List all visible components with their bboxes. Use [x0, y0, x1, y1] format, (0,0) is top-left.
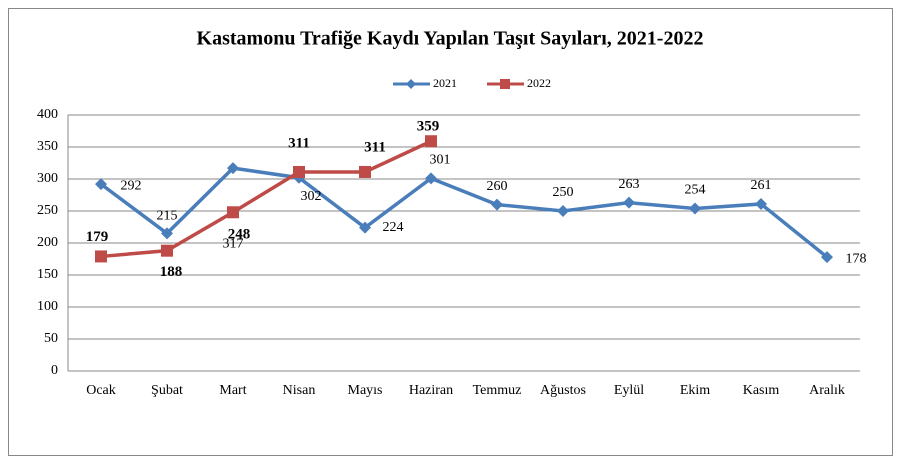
point — [821, 251, 833, 264]
legend-label: 2021 — [433, 76, 457, 90]
data-label: 250 — [553, 185, 574, 200]
y-tick-label: 200 — [37, 235, 58, 250]
x-tick-label: Aralık — [809, 383, 845, 398]
x-tick-label: Haziran — [409, 383, 453, 398]
point — [491, 198, 503, 211]
data-label: 292 — [121, 178, 142, 193]
y-tick-label: 250 — [37, 203, 58, 218]
x-tick-label: Ağustos — [540, 383, 586, 398]
data-label: 302 — [301, 189, 322, 204]
point — [161, 244, 173, 257]
y-tick-label: 100 — [37, 299, 58, 314]
data-label: 260 — [487, 179, 508, 194]
data-label: 215 — [157, 209, 178, 224]
point — [161, 227, 173, 240]
y-tick-label: 300 — [37, 171, 58, 186]
x-tick-label: Ekim — [680, 383, 710, 398]
data-label: 188 — [160, 264, 183, 280]
x-tick-label: Mart — [219, 383, 246, 398]
x-tick-label: Kasım — [743, 383, 780, 398]
chart-title: Kastamonu Trafiğe Kaydı Yapılan Taşıt Sa… — [197, 28, 704, 50]
x-tick-label: Mayıs — [348, 383, 383, 398]
data-label: 179 — [86, 229, 109, 245]
x-tick-label: Eylül — [614, 383, 644, 398]
point — [755, 197, 767, 210]
point — [689, 202, 701, 215]
data-label: 317 — [223, 236, 244, 251]
y-tick-label: 50 — [44, 331, 58, 346]
series-line — [99, 166, 829, 259]
point — [425, 172, 437, 185]
legend-label: 2022 — [527, 76, 551, 90]
point — [95, 250, 107, 263]
y-tick-label: 400 — [37, 107, 58, 122]
data-label: 311 — [288, 135, 310, 151]
y-tick-label: 350 — [37, 139, 58, 154]
data-label: 178 — [846, 251, 867, 266]
data-label: 248 — [228, 227, 251, 243]
data-label: 263 — [619, 177, 640, 192]
data-label: 224 — [383, 220, 404, 235]
x-tick-label: Ocak — [86, 383, 116, 398]
x-tick-label: Şubat — [151, 383, 183, 398]
legend-marker — [406, 79, 416, 89]
x-tick-label: Nisan — [283, 383, 316, 398]
point — [95, 178, 107, 191]
point — [359, 221, 371, 234]
data-label: 301 — [430, 153, 451, 168]
series-line — [100, 139, 432, 259]
point — [623, 196, 635, 209]
data-label: 254 — [685, 183, 706, 198]
point — [359, 165, 371, 178]
y-tick-label: 0 — [51, 363, 58, 378]
data-label: 311 — [364, 139, 386, 155]
point — [227, 162, 239, 175]
point — [425, 135, 437, 148]
point — [227, 206, 239, 219]
y-tick-label: 150 — [37, 267, 58, 282]
legend-marker — [500, 79, 510, 89]
point — [293, 165, 305, 178]
chart-frame — [8, 8, 893, 456]
data-label: 359 — [417, 119, 440, 135]
point — [557, 205, 569, 217]
data-label: 261 — [751, 178, 772, 193]
x-tick-label: Temmuz — [473, 383, 522, 398]
